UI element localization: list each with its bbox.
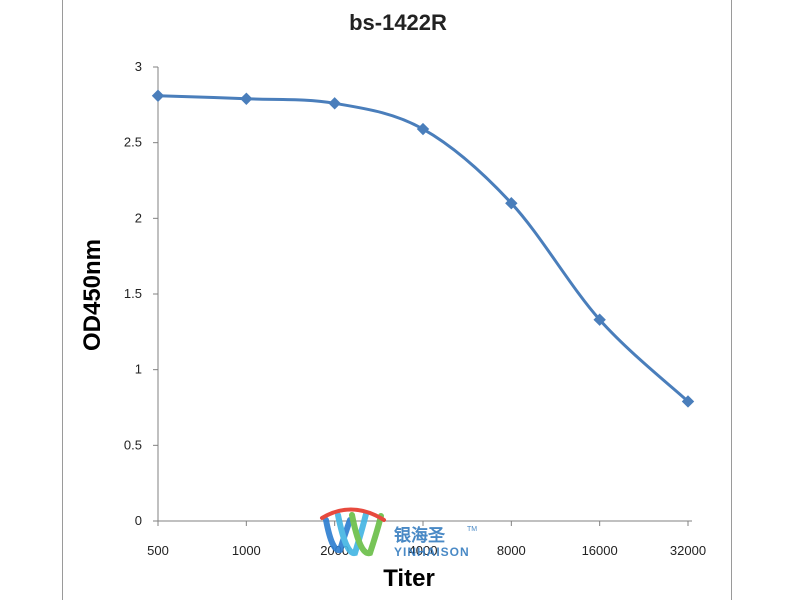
watermark-emblem-icon [320,507,386,557]
y-tick-label: 1.5 [124,286,142,301]
x-tick-label: 4000 [409,543,438,558]
y-tick-label: 2 [135,210,142,225]
x-axis: 500 1000 2000 4000 8000 16000 32000 [147,520,706,558]
data-point-marker [593,313,606,326]
y-tick-label: 1 [135,362,142,377]
data-point-marker [151,89,165,102]
x-tick-label: 8000 [497,543,526,558]
y-axis: 0 0.5 1 1.5 2 2.5 3 [124,59,159,528]
data-point-marker [416,122,430,136]
x-tick-label: 500 [147,543,169,558]
chart-title: bs-1422R [349,10,447,35]
y-axis-title: OD450nm [79,239,106,351]
x-tick-label: 16000 [582,543,618,558]
y-tick-label: 0 [135,513,142,528]
data-point-marker [240,92,253,105]
watermark-trademark: TM [467,526,477,533]
watermark-logo: 银海圣 TM YINHAISON [320,507,477,559]
x-tick-label: 32000 [670,543,706,558]
y-tick-label: 2.5 [124,135,142,150]
watermark-subtext: YINHAISON [394,545,470,559]
y-tick-label: 0.5 [124,437,142,452]
data-point-marker [505,196,518,210]
plot-area [151,89,695,408]
y-tick-label: 3 [135,59,142,74]
x-tick-label: 1000 [232,543,261,558]
series-line [157,94,690,403]
data-point-marker [328,97,341,110]
chart-frame [62,0,732,600]
x-axis-title: Titer [383,565,435,592]
data-point-marker [681,395,695,408]
watermark-name: 银海圣 [394,525,446,545]
